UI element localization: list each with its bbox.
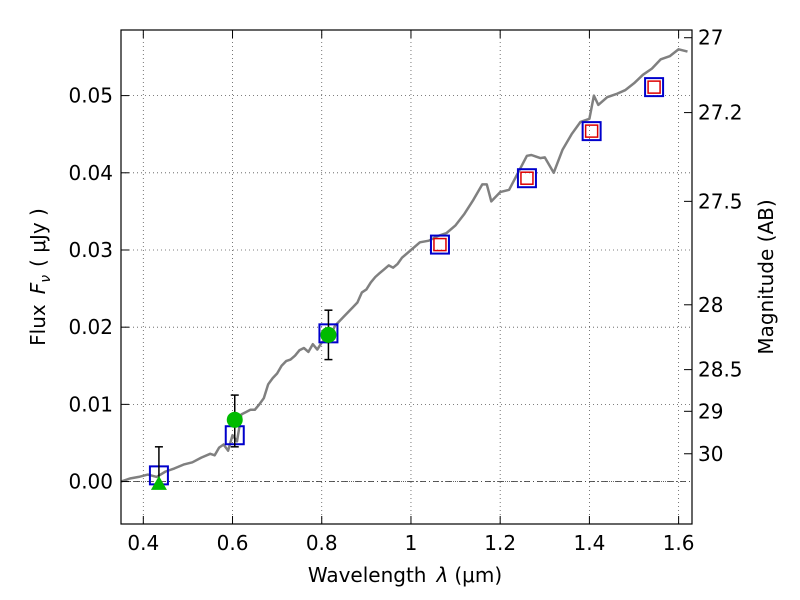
axis-ticks: 0.4 0.6 0.8 1 1.2 1.4 1.6 0.00 0.01 0.02 0.03 0.04 0… xyxy=(68,26,742,555)
red-square-marker xyxy=(584,124,599,138)
x-tick-label: 1.6 xyxy=(663,531,695,555)
x-axis-label: Wavelength λ (μm) xyxy=(308,563,502,587)
y-tick-label: 0.03 xyxy=(68,238,113,262)
magnitude-tick-label: 27.5 xyxy=(698,189,743,213)
x-tick-label: 1.2 xyxy=(484,531,516,555)
green-circle-marker xyxy=(226,411,243,428)
y-tick-label: 0.00 xyxy=(68,470,113,494)
x-tick-label: 1 xyxy=(405,531,418,555)
magnitude-tick-label: 28.5 xyxy=(698,358,743,382)
grid-lines xyxy=(121,30,692,524)
x-tick-label: 0.6 xyxy=(217,531,249,555)
plot-frame xyxy=(120,29,693,525)
y-axis-label: FluxFν( μJy ) xyxy=(26,208,54,346)
blue-square-marker xyxy=(644,77,665,98)
y-tick-label: 0.05 xyxy=(68,84,113,108)
red-square-marker xyxy=(433,237,447,252)
red-square-marker xyxy=(647,80,661,94)
x-tick-label: 1.4 xyxy=(573,531,605,555)
magnitude-tick-label: 28 xyxy=(698,293,723,317)
blue-square-marker xyxy=(581,121,602,142)
magnitude-tick-label: 27 xyxy=(698,26,723,50)
blue-square-marker xyxy=(516,168,537,189)
x-tick-label: 0.8 xyxy=(306,531,338,555)
green-triangle-marker xyxy=(150,475,167,490)
magnitude-tick-label: 27.2 xyxy=(698,101,743,125)
y-tick-label: 0.04 xyxy=(68,161,113,185)
red-square-marker xyxy=(520,171,534,185)
magnitude-tick-label: 30 xyxy=(698,442,723,466)
photometry-markers xyxy=(148,77,665,490)
x-tick-label: 0.4 xyxy=(127,531,159,555)
blue-square-marker xyxy=(429,234,450,255)
model-spectrum xyxy=(120,48,688,483)
green-circle-marker xyxy=(320,326,337,343)
y-tick-label: 0.01 xyxy=(68,392,113,416)
y-tick-label: 0.02 xyxy=(68,315,113,339)
magnitude-tick-label: 29 xyxy=(698,399,723,423)
spectrum-line xyxy=(120,48,688,483)
magnitude-axis-label: Magnitude (AB) xyxy=(754,199,778,354)
